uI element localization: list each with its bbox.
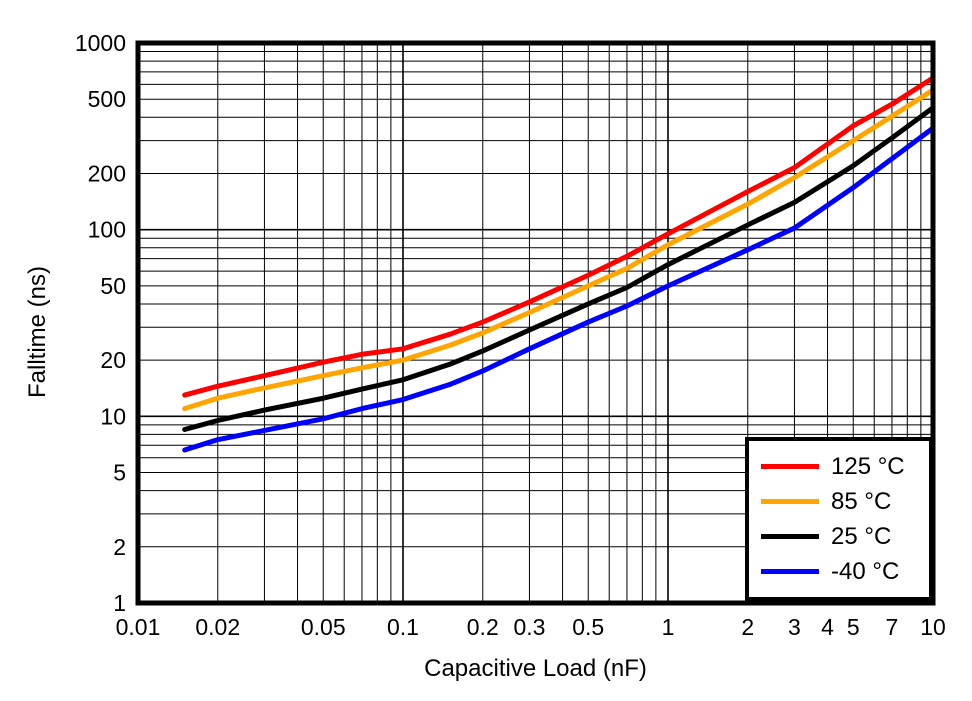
series-line--40C [182,125,936,453]
legend-item-25c: 25 °C [761,523,929,551]
legend: 125 °C 85 °C 25 °C -40 °C [745,437,933,601]
legend-label-minus40c: -40 °C [831,557,900,585]
legend-line-swatch-125c [761,464,819,469]
x-tick-label: 0.1 [387,614,419,640]
plot-border [135,40,936,606]
x-axis-title: Capacitive Load (nF) [424,655,647,682]
y-tick-label: 200 [88,160,126,186]
x-tick-label: 0.3 [513,614,545,640]
y-tick-label: 10 [100,403,126,429]
x-tick-label: 0.5 [572,614,604,640]
y-tick-label: 2 [113,534,126,560]
legend-label-125c: 125 °C [831,452,905,480]
x-tick-label: 4 [821,614,834,640]
y-tick-label: 500 [88,86,126,112]
x-tick-label: 1 [662,614,675,640]
x-tick-label: 0.2 [467,614,499,640]
y-tick-label: 100 [88,217,126,243]
series-line-85C [182,87,936,412]
x-tick-label: 10 [920,614,946,640]
series-line-25C [182,105,936,433]
x-tick-label: 0.02 [195,614,240,640]
y-tick-label: 1000 [75,30,126,56]
legend-line-swatch-85c [761,499,819,504]
legend-line-swatch-25c [761,534,819,539]
x-tick-label: 7 [886,614,899,640]
x-tick-label: 0.01 [116,614,161,640]
legend-item-125c: 125 °C [761,453,929,481]
x-tick-label: 3 [788,614,801,640]
y-tick-label: 1 [113,590,126,616]
y-axis-title: Falltime (ns) [24,266,51,399]
legend-label-25c: 25 °C [831,522,892,550]
legend-line-swatch-minus40c [761,569,819,574]
legend-label-85c: 85 °C [831,487,892,515]
legend-item-85c: 85 °C [761,488,929,516]
x-tick-label: 5 [847,614,860,640]
x-tick-label: 2 [741,614,754,640]
series-line-125C [182,75,936,398]
x-tick-label: 0.05 [301,614,346,640]
y-tick-label: 5 [113,460,126,486]
y-tick-label: 20 [100,347,126,373]
y-tick-label: 50 [100,273,126,299]
legend-item-minus40c: -40 °C [761,558,929,586]
